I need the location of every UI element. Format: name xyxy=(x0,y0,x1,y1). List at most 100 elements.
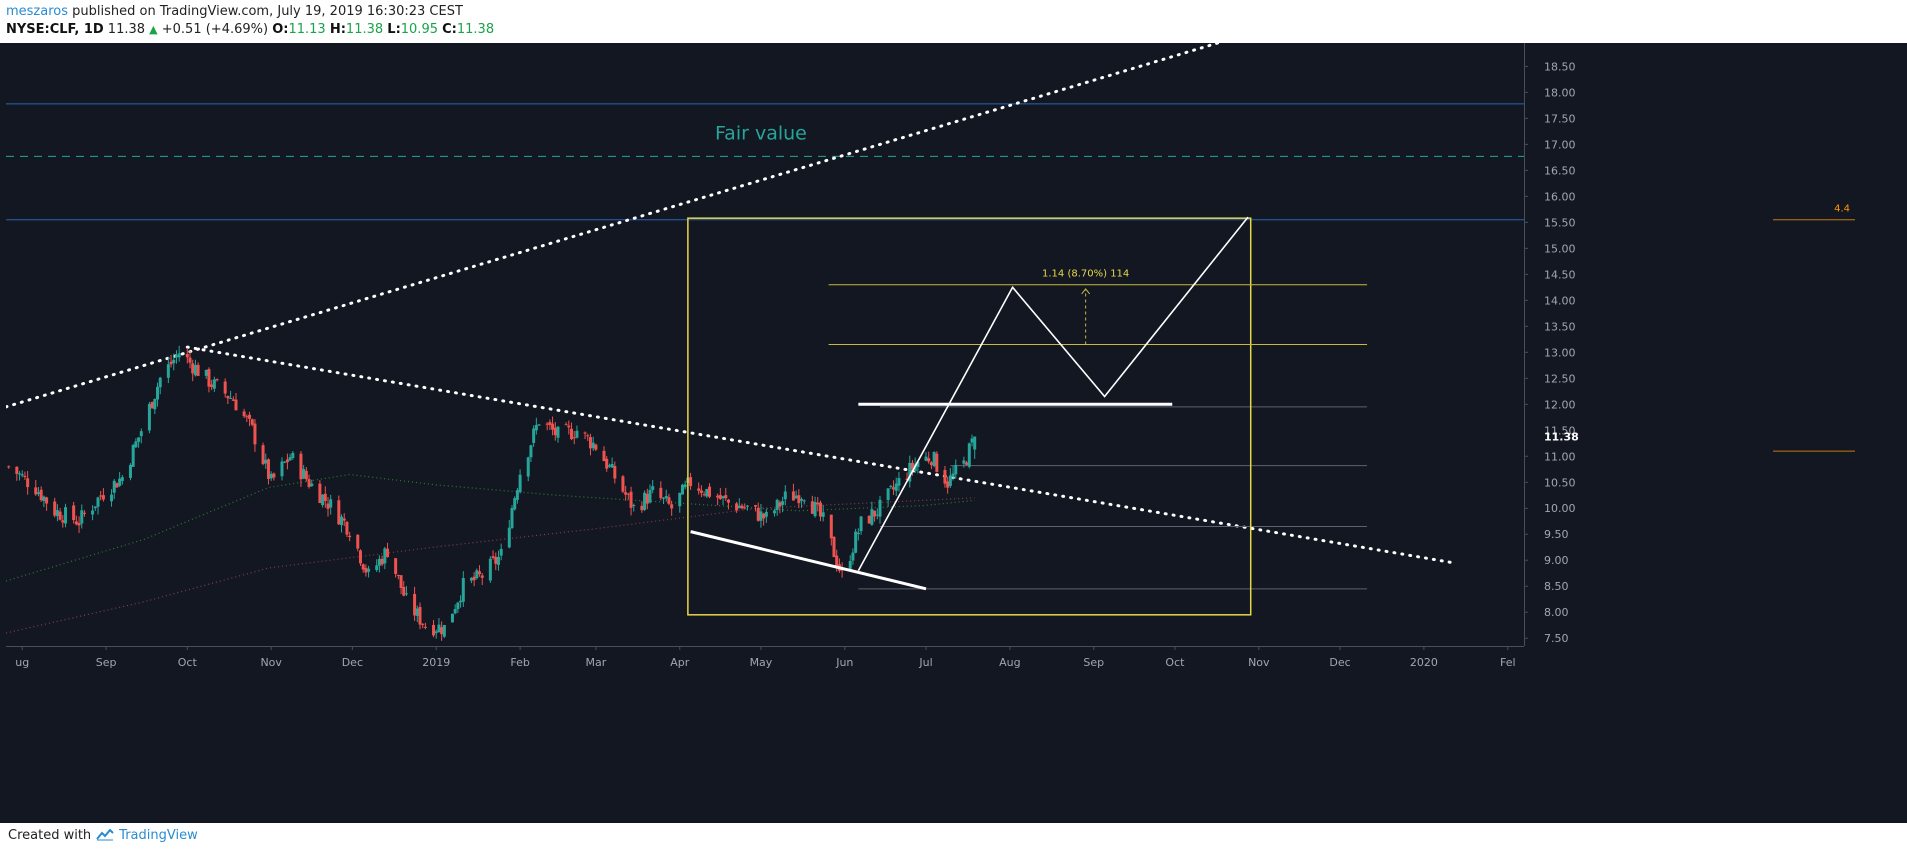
candle-body xyxy=(39,489,43,501)
candle-body xyxy=(191,363,195,374)
candle-body xyxy=(418,606,422,625)
candle-body xyxy=(20,474,24,476)
yellow-range-box xyxy=(687,217,1252,616)
candle-body xyxy=(101,495,105,500)
y-tick-label: 8.50 xyxy=(1544,580,1569,593)
candle-body xyxy=(207,369,211,387)
candle-body xyxy=(299,453,303,480)
candle-body xyxy=(797,495,801,504)
candle-body xyxy=(943,470,947,484)
candle-body xyxy=(659,487,663,499)
candle-body xyxy=(848,560,852,569)
candle-body xyxy=(532,428,536,443)
candle-body xyxy=(288,457,292,461)
candle-body xyxy=(962,460,966,464)
candle-body xyxy=(423,626,427,628)
publisher-link[interactable]: meszaros xyxy=(6,4,69,19)
candle-body xyxy=(754,505,758,507)
candle-body xyxy=(545,423,549,425)
candle-body xyxy=(588,437,592,449)
x-tick-label: Apr xyxy=(670,656,690,669)
candle-body xyxy=(905,478,909,480)
candle-body xyxy=(932,452,936,467)
candle-body xyxy=(494,556,498,564)
candle-body xyxy=(310,483,314,487)
candle-body xyxy=(683,484,687,488)
candle-body xyxy=(680,484,684,495)
candle-body xyxy=(226,395,230,399)
candle-body xyxy=(404,593,408,595)
chart-area[interactable]: Fair value 1.14 (8.70%) 114 7.50 8.00 8.50 9.… xyxy=(0,43,1907,823)
candle-body xyxy=(605,458,609,469)
candle-body xyxy=(951,473,955,477)
candle-body xyxy=(461,578,465,602)
candle-body xyxy=(762,513,766,519)
plot-layer xyxy=(6,43,1524,641)
candle-body xyxy=(567,425,571,428)
candle-body xyxy=(651,486,655,490)
ohlc-line: NYSE:CLF, 1D 11.38 ▲ +0.51 (+4.69%) O:11… xyxy=(6,21,1906,39)
symbol-label: NYSE:CLF, 1D xyxy=(6,22,104,37)
candle-body xyxy=(223,381,227,394)
up-triangle-icon: ▲ xyxy=(149,23,158,36)
candle-body xyxy=(507,527,511,548)
candle-body xyxy=(266,459,270,479)
candle-body xyxy=(77,522,81,526)
candle-body xyxy=(632,505,636,507)
candle-body xyxy=(139,431,143,437)
candle-body xyxy=(689,477,693,487)
candle-body xyxy=(272,473,276,478)
candle-body xyxy=(280,461,284,477)
candle-body xyxy=(15,466,19,474)
price-chart[interactable]: Fair value 1.14 (8.70%) 114 7.50 8.00 8.50 9.… xyxy=(0,43,1907,823)
candle-body xyxy=(875,514,879,516)
candle-body xyxy=(469,578,473,581)
candle-body xyxy=(835,555,839,567)
candle-body xyxy=(367,568,371,572)
candle-body xyxy=(794,495,798,499)
candle-body xyxy=(61,520,65,523)
candle-body xyxy=(396,574,400,576)
high-label: H: xyxy=(329,22,346,37)
candle-body xyxy=(386,548,390,558)
candle-body xyxy=(96,497,100,507)
candle-body xyxy=(321,494,325,506)
candle-body xyxy=(250,419,254,425)
label-layer xyxy=(21,65,1907,650)
candle-body xyxy=(594,444,598,450)
candle-body xyxy=(358,550,362,564)
candle-body xyxy=(548,422,552,425)
candle-body xyxy=(892,487,896,490)
candle-body xyxy=(283,461,287,463)
candle-body xyxy=(264,459,268,464)
candle-body xyxy=(53,501,57,516)
candle-body xyxy=(816,502,820,505)
y-tick-label: 12.00 xyxy=(1544,398,1576,411)
candle-body xyxy=(583,432,587,434)
candle-body xyxy=(291,452,295,458)
candle-body xyxy=(813,501,817,517)
candle-body xyxy=(645,493,649,504)
candle-body xyxy=(340,516,344,526)
candle-body xyxy=(910,462,914,470)
candle-body xyxy=(440,627,444,635)
candle-body xyxy=(515,490,519,500)
footer: Created with TradingView xyxy=(8,825,198,845)
x-tick-label: Oct xyxy=(178,656,198,669)
candle-body xyxy=(453,609,457,614)
candle-body xyxy=(867,515,871,524)
tradingview-link[interactable]: TradingView xyxy=(119,827,198,843)
dotted-downtrend-line xyxy=(185,345,1456,565)
candle-body xyxy=(188,357,192,363)
candle-body xyxy=(128,464,132,478)
candle-body xyxy=(394,558,398,574)
candle-body xyxy=(772,510,776,514)
candle-body xyxy=(721,496,725,499)
candle-body xyxy=(302,469,306,479)
candle-body xyxy=(829,514,833,539)
candle-body xyxy=(304,470,308,480)
candle-body xyxy=(610,464,614,468)
candle-body xyxy=(248,414,252,419)
candle-body xyxy=(432,624,436,636)
candle-body xyxy=(591,442,595,449)
